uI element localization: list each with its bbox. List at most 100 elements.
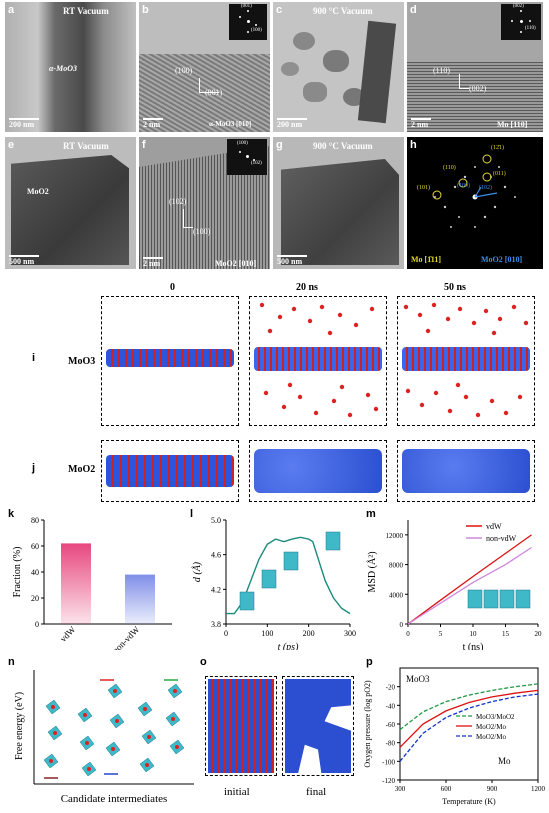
y-tick-label: 5.0 (211, 516, 221, 525)
initial-structure (208, 679, 274, 773)
scale-bar (9, 118, 39, 120)
spot-label: (101) (417, 185, 430, 191)
tem-panel-a: a RT Vacuum α-MoO3 200 nm (5, 2, 136, 132)
x-axis-label: Temperature (K) (442, 797, 496, 806)
x-tick-label: 300 (395, 785, 406, 793)
y-tick-label: 12000 (386, 532, 404, 540)
structure-thumbnail (261, 569, 277, 589)
y-tick-label: 0 (400, 621, 404, 629)
scale-label: 500 nm (9, 257, 35, 266)
tem-panel-d: (002) (110) d (110) (002) 2 nm Mo [110] (407, 2, 543, 132)
panel-label: m (366, 508, 376, 520)
y-tick-label: -40 (386, 702, 396, 710)
diffraction-pattern (432, 154, 516, 228)
y-tick-label: -100 (382, 758, 395, 766)
zone-axis: MoO2 [010] (215, 259, 257, 268)
x-axis-label: t (ps) (278, 642, 300, 650)
scale-label: 2 nm (143, 259, 161, 268)
time-header: 20 ns (296, 282, 318, 293)
y-axis-label: Free energy (eV) (14, 692, 25, 760)
legend-label: MoO3/MoO2 (476, 713, 515, 721)
x-axis-label: Candidate intermediates (61, 793, 168, 805)
scale-bar (9, 255, 39, 257)
y-tick-label: 0 (35, 620, 39, 629)
panel-title: 900 °C Vacuum (313, 6, 373, 16)
legend-label: non-vdW (486, 534, 517, 543)
tem-panel-c: c 900 °C Vacuum 200 nm (273, 2, 404, 132)
zone-axis: Mo [110] (497, 120, 528, 129)
chart-m: 0 4000 8000 12000 0 5 10 15 20 vdW non-vdW t (ns) MS… (366, 520, 543, 650)
y-tick-label: -20 (386, 684, 396, 692)
chart-k: 0 20 40 60 80 vdW non-vdW Fraction (%) (12, 516, 172, 650)
row-name: MoO2 (68, 464, 96, 475)
y-tick-label: -120 (382, 777, 395, 785)
spot-label: (100) (457, 183, 470, 189)
panel-label: i (32, 352, 36, 364)
panel-label: e (8, 139, 15, 151)
x-tick-label: 5 (439, 630, 443, 638)
panel-label: b (142, 4, 149, 16)
x-tick-label: 200 (303, 629, 315, 638)
spot-label: (102) (479, 185, 492, 191)
slab (402, 449, 530, 493)
chart-n: Free energy (eV) Candidate intermediates (14, 670, 194, 805)
phase-annotation: MoO2 (27, 187, 49, 196)
legend-label: vdW (486, 522, 502, 531)
series-line (407, 546, 532, 625)
o-final-label: final (306, 786, 327, 798)
panel-label: h (410, 139, 417, 151)
scale-label: 2 nm (411, 120, 429, 129)
y-tick-label: 3.8 (211, 620, 221, 629)
panel-label: n (8, 656, 15, 668)
structure-thumbnail (499, 589, 515, 609)
fft-inset: (100) (102) (227, 139, 267, 175)
sim-box-moo2-20ns (249, 440, 387, 502)
sim-box-moo2-50ns (397, 440, 535, 502)
spot-label: (12̄1) (491, 145, 504, 151)
plane-label-1: (110) (433, 66, 451, 75)
slab (254, 449, 382, 493)
tem-panel-b: (001) (100) b (100) (001) 2 nm α-MoO3 [0… (139, 2, 270, 132)
x-tick-label: 10 (470, 630, 478, 638)
structure-thumbnail (325, 531, 341, 551)
bar (61, 543, 91, 624)
scale-label: 200 nm (277, 120, 303, 129)
sim-box-moo3-20ns (249, 296, 387, 426)
series-line (399, 683, 539, 731)
plot-frame (399, 667, 539, 781)
panel-label: d (410, 4, 417, 16)
plane-label-1: (102) (169, 197, 187, 206)
legend-label: MoO2/Mo (476, 733, 506, 741)
x-tick-label: 1200 (531, 785, 546, 793)
structure-thumbnail (283, 551, 299, 571)
panel-label: o (200, 656, 207, 668)
zone-axis: α-MoO3 [010] (209, 120, 252, 128)
y-tick-label: -60 (386, 721, 396, 729)
scale-label: 2 nm (143, 120, 161, 129)
panel-label: c (276, 4, 283, 16)
y-axis-label: d (Å) (191, 561, 203, 582)
tem-panel-g: g 900 °C Vacuum 500 nm (273, 137, 404, 269)
oxygen-atoms (259, 302, 379, 418)
panel-label: j (32, 462, 36, 474)
x-tick-label: vdW (58, 624, 78, 644)
series-line (407, 534, 532, 625)
y-axis-label: MSD (Å²) (366, 551, 378, 592)
y-tick-label: 80 (31, 516, 39, 525)
panel-label: a (8, 4, 15, 16)
sim-box-moo2-0 (101, 440, 239, 502)
panel-label: g (276, 139, 283, 151)
structure-thumbnail (467, 589, 483, 609)
structure-thumbnail (483, 589, 499, 609)
x-tick-label: 600 (441, 785, 452, 793)
y-tick-label: 4000 (389, 591, 404, 599)
y-tick-label: -80 (386, 740, 396, 748)
y-axis-label: Fraction (%) (12, 547, 23, 598)
panel-label: p (366, 656, 373, 668)
row-name: MoO3 (68, 356, 96, 367)
y-tick-label: 4.6 (211, 551, 221, 560)
x-tick-label: 20 (535, 630, 543, 638)
spot-label: (110) (443, 165, 456, 171)
y-axis-label: Oxygen pressure (log pO2) (363, 680, 372, 768)
